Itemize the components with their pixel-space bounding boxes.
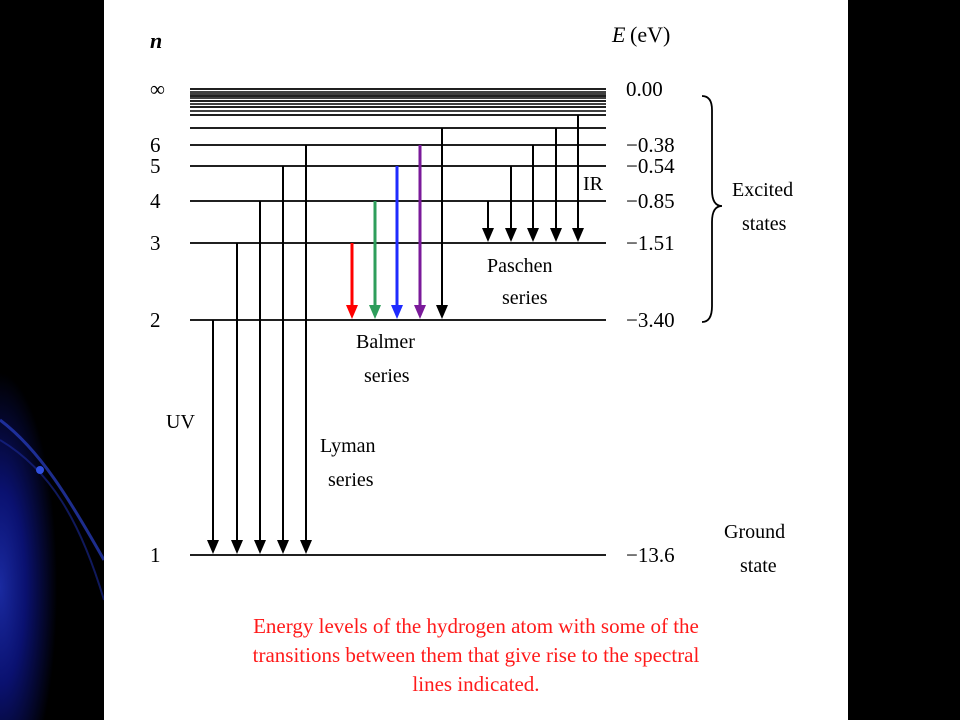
balmer-label: Balmer — [356, 331, 415, 353]
level-energy-label: −13.6 — [626, 543, 675, 567]
arrow-head — [550, 228, 562, 242]
level-energy-label: −1.51 — [626, 231, 675, 255]
excited-states-brace — [701, 95, 723, 323]
arrow-head — [527, 228, 539, 242]
arrow-head — [231, 540, 243, 554]
arrow-head — [254, 540, 266, 554]
transition-arrow — [231, 243, 243, 554]
level-n-label: 3 — [150, 231, 161, 255]
lyman-label: Lyman — [320, 435, 376, 457]
excited-label: Excited — [732, 179, 793, 201]
transition-arrow — [254, 201, 266, 554]
arrow-head — [207, 540, 219, 554]
energy-levels: 1 −13.6 2 −3.40 3 −1.51 4 −0.85 5 −0.54 6 −0.38 ∞ 0.0… — [150, 77, 675, 567]
level-n-label: 1 — [150, 543, 161, 567]
transition-arrow — [346, 243, 358, 319]
transition-arrow — [277, 166, 289, 554]
arrow-head — [436, 305, 448, 319]
energy-header-symbol: E — [611, 22, 626, 47]
transition-arrow — [207, 320, 219, 554]
transition-arrows — [207, 115, 584, 554]
arrow-head — [572, 228, 584, 242]
transition-arrow — [482, 201, 494, 242]
level-n-label: 4 — [150, 189, 161, 213]
n-header: n — [150, 28, 162, 53]
balmer-series-word: series — [364, 365, 410, 387]
level-n-label: 2 — [150, 308, 161, 332]
arrow-head — [414, 305, 426, 319]
transition-arrow — [300, 145, 312, 554]
level-energy-label: −0.54 — [626, 154, 675, 178]
ir-label: IR — [583, 173, 604, 195]
transition-arrow — [369, 201, 381, 319]
arrow-head — [346, 305, 358, 319]
paschen-series-word: series — [502, 287, 548, 309]
arrow-head — [300, 540, 312, 554]
level-energy-label: −0.85 — [626, 189, 675, 213]
transition-arrow — [572, 115, 584, 242]
arrow-head — [505, 228, 517, 242]
transition-arrow — [505, 166, 517, 242]
swoosh-line — [0, 418, 106, 561]
caption-line-2: transitions between them that give rise … — [252, 643, 700, 667]
uv-label: UV — [166, 411, 195, 433]
paschen-label: Paschen — [487, 255, 553, 277]
arrow-head — [391, 305, 403, 319]
arrow-head — [277, 540, 289, 554]
level-energy-label: −3.40 — [626, 308, 675, 332]
arrow-head — [369, 305, 381, 319]
transition-arrow — [414, 145, 426, 319]
ground-state-word: state — [740, 555, 777, 577]
figure-caption: Energy levels of the hydrogen atom with … — [104, 612, 848, 699]
lyman-series-word: series — [328, 469, 374, 491]
level-energy-label: 0.00 — [626, 77, 663, 101]
white-panel — [104, 0, 848, 720]
level-n-label: 5 — [150, 154, 161, 178]
energy-header-unit: (eV) — [630, 22, 670, 47]
transition-arrow — [391, 166, 403, 319]
caption-line-3: lines indicated. — [412, 672, 540, 696]
transition-arrow — [527, 145, 539, 242]
transition-arrow — [550, 128, 562, 242]
level-n-label: ∞ — [150, 77, 165, 101]
arrow-head — [482, 228, 494, 242]
level-energy-label: −0.38 — [626, 133, 675, 157]
swoosh-dot — [36, 466, 44, 474]
swoosh-line — [0, 439, 105, 601]
excited-states-word: states — [742, 213, 787, 235]
level-n-label: 6 — [150, 133, 161, 157]
caption-line-1: Energy levels of the hydrogen atom with … — [253, 614, 699, 638]
transition-arrow — [436, 128, 448, 319]
ground-label: Ground — [724, 521, 785, 543]
blue-swoosh — [0, 330, 104, 720]
